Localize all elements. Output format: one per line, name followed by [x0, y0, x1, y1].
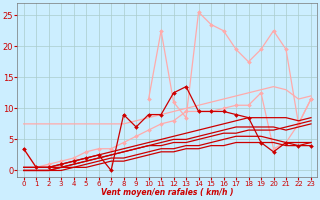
X-axis label: Vent moyen/en rafales ( km/h ): Vent moyen/en rafales ( km/h )	[101, 188, 234, 197]
